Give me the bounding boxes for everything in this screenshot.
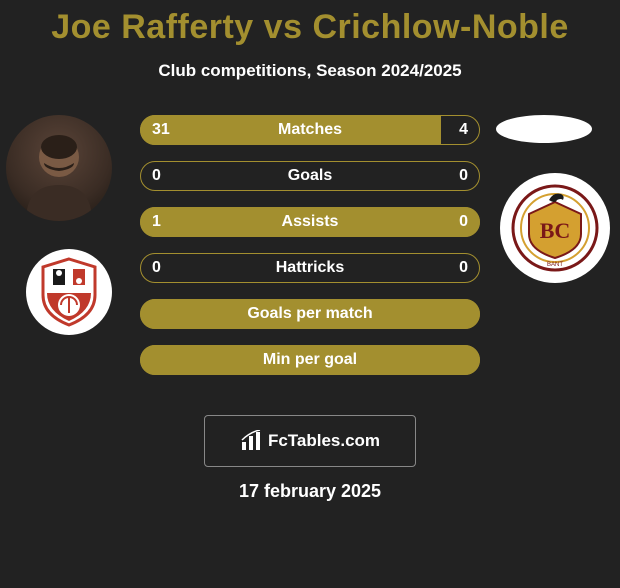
branding-box: FcTables.com: [204, 415, 416, 467]
comparison-subtitle: Club competitions, Season 2024/2025: [0, 61, 620, 81]
svg-text:BANT: BANT: [547, 262, 563, 268]
branding-text: FcTables.com: [268, 431, 380, 451]
stat-label: Min per goal: [140, 345, 480, 375]
team-right-crest: BC BANT: [500, 173, 610, 283]
stat-label: Goals: [140, 161, 480, 191]
stat-row: Goals per match: [140, 299, 480, 329]
player-left-avatar: [6, 115, 112, 221]
stat-label: Matches: [140, 115, 480, 145]
club-badge-icon: BC BANT: [511, 184, 599, 272]
player-left-name: Joe Rafferty: [51, 8, 254, 46]
stat-label: Hattricks: [140, 253, 480, 283]
vs-text: vs: [264, 8, 303, 46]
stat-label: Assists: [140, 207, 480, 237]
stat-value-right: 4: [459, 115, 468, 145]
fctables-logo-icon: [240, 430, 262, 452]
stat-row: 0Hattricks0: [140, 253, 480, 283]
shield-icon: [39, 257, 99, 327]
stat-row: 31Matches4: [140, 115, 480, 145]
svg-text:BC: BC: [540, 218, 571, 243]
stat-row: 0Goals0: [140, 161, 480, 191]
stat-value-right: 0: [459, 207, 468, 237]
player-right-name: Crichlow-Noble: [312, 8, 568, 46]
stat-label: Goals per match: [140, 299, 480, 329]
stat-row: Min per goal: [140, 345, 480, 375]
person-icon: [6, 115, 112, 221]
team-left-crest: [26, 249, 112, 335]
stat-row: 1Assists0: [140, 207, 480, 237]
footer-date: 17 february 2025: [0, 481, 620, 502]
comparison-title: Joe Rafferty vs Crichlow-Noble: [0, 8, 620, 47]
stat-value-right: 0: [459, 253, 468, 283]
player-right-avatar: [496, 115, 592, 143]
stat-bars: 31Matches40Goals01Assists00Hattricks0Goa…: [140, 115, 480, 391]
comparison-content: BC BANT 31Matches40Goals01Assists00Hattr…: [0, 109, 620, 409]
stat-value-right: 0: [459, 161, 468, 191]
